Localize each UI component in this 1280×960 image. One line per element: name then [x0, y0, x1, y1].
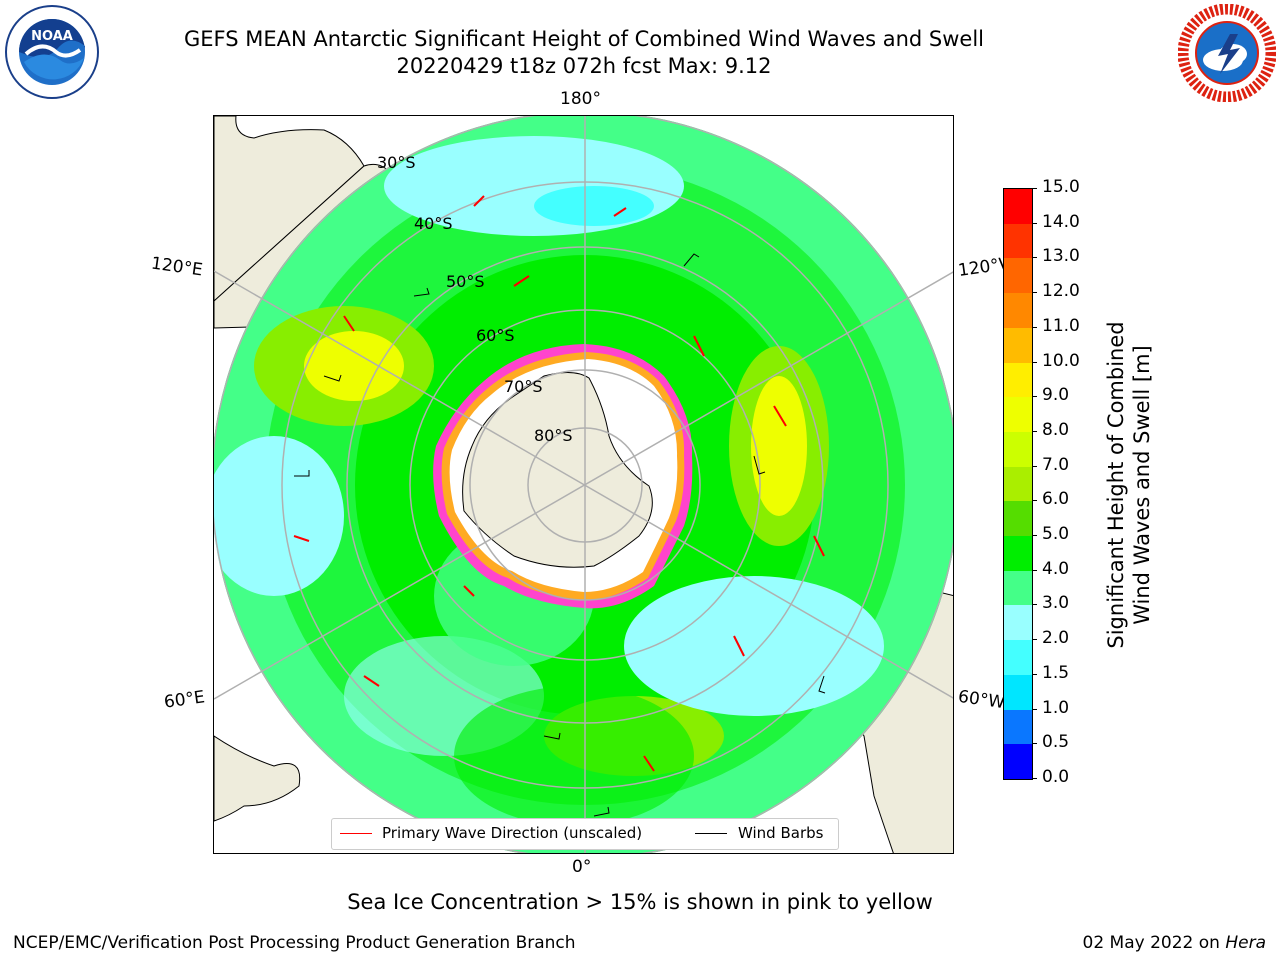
- cb-bin: [1004, 709, 1032, 745]
- cb-bin: [1004, 466, 1032, 502]
- colorbar-tick-label: 1.0: [1042, 697, 1070, 718]
- lat-label-50s: 50°S: [446, 272, 485, 291]
- colorbar-tick-label: 6.0: [1042, 489, 1070, 510]
- colorbar-tick-label: 9.0: [1042, 385, 1070, 406]
- colorbar-tick-label: 14.0: [1042, 211, 1080, 232]
- colorbar-tick-mark: [1032, 361, 1037, 363]
- colorbar-tick-mark: [1032, 500, 1037, 502]
- cb-bin: [1004, 501, 1032, 537]
- chart-subtitle-run: 20220429 t18z 072h fcst Max: 9.12: [396, 54, 772, 78]
- footer-host: Hera: [1225, 933, 1266, 953]
- wave-arrows: [293, 195, 825, 772]
- cb-bin: [1004, 223, 1032, 259]
- lat-label-40s: 40°S: [414, 214, 453, 233]
- colorbar-tick-mark: [1032, 778, 1037, 779]
- cb-bin: [1004, 744, 1032, 779]
- cb-bin: [1004, 362, 1032, 398]
- colorbar-tick-mark: [1032, 465, 1037, 467]
- cb-bin: [1004, 640, 1032, 675]
- lon-label-120e: 120°E: [149, 253, 204, 281]
- colorbar-tick-label: 0.5: [1042, 732, 1070, 753]
- colorbar-tick-label: 1.5: [1042, 662, 1070, 683]
- colorbar-tick-mark: [1032, 188, 1037, 189]
- lat-label-70s: 70°S: [504, 377, 543, 396]
- colorbar-label-line1: Significant Height of Combined: [1103, 321, 1128, 649]
- wave-direction-legend-line: [340, 833, 372, 834]
- wave-direction-legend-label: Primary Wave Direction (unscaled): [382, 824, 643, 842]
- colorbar-tick-label: 8.0: [1042, 419, 1070, 440]
- sea-ice-note: Sea Ice Concentration > 15% is shown in …: [347, 890, 933, 914]
- colorbar-tick-mark: [1032, 396, 1037, 398]
- noaa-logo: NOAA: [4, 4, 100, 100]
- cb-bin: [1004, 397, 1032, 432]
- lat-label-60s: 60°S: [476, 326, 515, 345]
- colorbar-tick-label: 2.0: [1042, 628, 1070, 649]
- colorbar-tick-mark: [1032, 430, 1037, 432]
- polar-map: 30°S 40°S 50°S 60°S 70°S 80°S: [213, 115, 954, 854]
- colorbar-tick-label: 13.0: [1042, 246, 1080, 267]
- footer-credit: NCEP/EMC/Verification Post Processing Pr…: [13, 933, 576, 953]
- colorbar-tick-label: 10.0: [1042, 350, 1080, 371]
- wind-barbs-legend-line: [695, 833, 727, 834]
- colorbar-tick-mark: [1032, 604, 1037, 606]
- colorbar-tick-label: 15.0: [1042, 177, 1080, 197]
- colorbar-tick-label: 4.0: [1042, 558, 1070, 579]
- colorbar-ticks: 0.0 0.5 1.0 1.5 2.0 3.0 4.0 5.0 6.0 7.0 8.0 9.0 10.0…: [1032, 177, 1098, 790]
- colorbar-tick-label: 12.0: [1042, 281, 1080, 302]
- colorbar-tick-label: 5.0: [1042, 524, 1070, 545]
- colorbar-tick-mark: [1032, 639, 1037, 641]
- colorbar-label: Significant Height of Combined Wind Wave…: [1103, 265, 1156, 705]
- chart-title: GEFS MEAN Antarctic Significant Height o…: [183, 27, 985, 51]
- colorbar-tick-label: 7.0: [1042, 454, 1070, 475]
- colorbar-tick-mark: [1032, 569, 1037, 571]
- colorbar-tick-mark: [1032, 743, 1037, 745]
- lon-label-60w: 60°W: [956, 686, 1007, 714]
- cb-bin: [1004, 293, 1032, 328]
- colorbar: [1003, 188, 1033, 780]
- lon-label-0: 0°: [572, 857, 592, 877]
- cb-bin: [1004, 674, 1032, 710]
- map-legend: Primary Wave Direction (unscaled) Wind B…: [331, 818, 839, 850]
- cb-bin: [1004, 570, 1032, 606]
- cb-bin: [1004, 605, 1032, 641]
- footer-date: 02 May 2022 on Hera: [1083, 933, 1267, 953]
- wind-barbs-legend-label: Wind Barbs: [738, 824, 824, 842]
- wind-barbs: [294, 253, 826, 817]
- cb-bin: [1004, 431, 1032, 467]
- cb-bin: [1004, 536, 1032, 571]
- colorbar-tick-mark: [1032, 326, 1037, 328]
- footer-date-text: 02 May 2022 on: [1082, 933, 1226, 953]
- colorbar-tick-mark: [1032, 708, 1037, 710]
- cb-bin: [1004, 189, 1032, 224]
- lat-label-80s: 80°S: [534, 426, 573, 445]
- colorbar-tick-mark: [1032, 222, 1037, 224]
- cb-bin: [1004, 327, 1032, 363]
- lat-label-30s: 30°S: [377, 153, 416, 172]
- colorbar-tick-mark: [1032, 535, 1037, 537]
- lon-label-180: 180°: [560, 89, 601, 109]
- colorbar-tick-mark: [1032, 673, 1037, 675]
- graticule: [214, 116, 953, 853]
- colorbar-tick-label: 11.0: [1042, 315, 1080, 336]
- svg-text:NOAA: NOAA: [31, 29, 73, 44]
- colorbar-label-line2: Wind Waves and Swell [m]: [1130, 345, 1154, 625]
- cb-bin: [1004, 258, 1032, 294]
- nws-logo: [1177, 3, 1277, 103]
- colorbar-tick-label: 3.0: [1042, 593, 1070, 614]
- colorbar-tick-mark: [1032, 257, 1037, 259]
- colorbar-tick-mark: [1032, 292, 1037, 294]
- colorbar-tick-label: 0.0: [1042, 767, 1070, 787]
- lon-label-60e: 60°E: [162, 687, 207, 713]
